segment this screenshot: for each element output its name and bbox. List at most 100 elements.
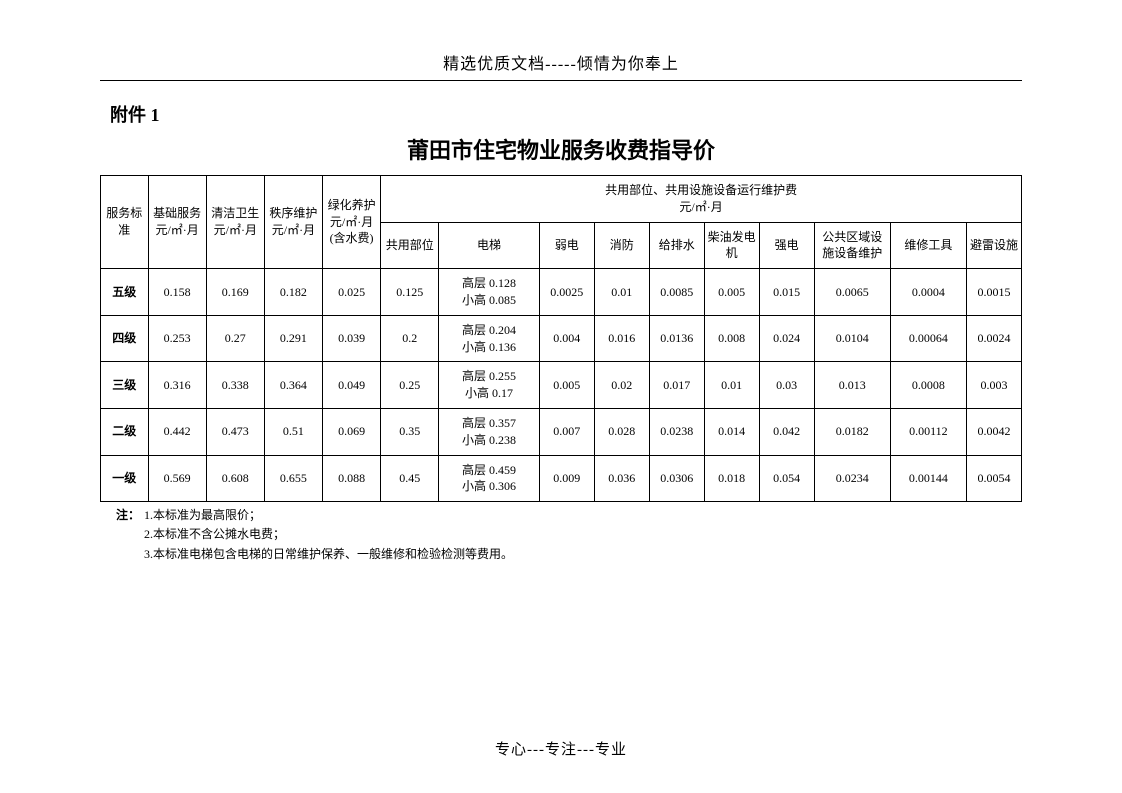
cell: 0.0015 <box>966 269 1021 316</box>
cell: 0.02 <box>594 362 649 409</box>
cell: 高层 0.204小高 0.136 <box>439 315 539 362</box>
col-weak-elec: 弱电 <box>539 222 594 269</box>
cell: 0.0008 <box>890 362 966 409</box>
pricing-table: 服务标准 基础服务元/㎡·月 清洁卫生元/㎡·月 秩序维护元/㎡·月 绿化养护元… <box>100 175 1022 502</box>
cell: 0.338 <box>206 362 264 409</box>
cell: 0.018 <box>704 455 759 502</box>
cell: 0.253 <box>148 315 206 362</box>
col-elevator: 电梯 <box>439 222 539 269</box>
cell: 0.442 <box>148 408 206 455</box>
cell: 0.003 <box>966 362 1021 409</box>
col-greening: 绿化养护元/㎡·月(含水费) <box>323 176 381 269</box>
cell: 0.0085 <box>649 269 704 316</box>
col-order-maint: 秩序维护元/㎡·月 <box>264 176 322 269</box>
cell: 0.0306 <box>649 455 704 502</box>
cell: 0.182 <box>264 269 322 316</box>
cell: 0.01 <box>594 269 649 316</box>
cell: 0.069 <box>323 408 381 455</box>
cell: 0.042 <box>759 408 814 455</box>
cell: 0.028 <box>594 408 649 455</box>
row-level: 四级 <box>101 315 149 362</box>
cell: 0.0054 <box>966 455 1021 502</box>
notes-block: 注：1.本标准为最高限价； 2.本标准不含公摊水电费； 3.本标准电梯包含电梯的… <box>100 506 1022 564</box>
row-level: 五级 <box>101 269 149 316</box>
table-row: 三级0.3160.3380.3640.0490.25高层 0.255小高 0.1… <box>101 362 1022 409</box>
cell: 0.158 <box>148 269 206 316</box>
cell: 0.024 <box>759 315 814 362</box>
notes-label: 注： <box>116 506 144 525</box>
page-header: 精选优质文档-----倾情为你奉上 <box>100 50 1022 81</box>
cell: 0.014 <box>704 408 759 455</box>
col-base-service: 基础服务元/㎡·月 <box>148 176 206 269</box>
cell: 0.039 <box>323 315 381 362</box>
cell: 0.0238 <box>649 408 704 455</box>
cell: 0.125 <box>381 269 439 316</box>
header-row-1: 服务标准 基础服务元/㎡·月 清洁卫生元/㎡·月 秩序维护元/㎡·月 绿化养护元… <box>101 176 1022 223</box>
note-3: 3.本标准电梯包含电梯的日常维护保养、一般维修和检验检测等费用。 <box>144 547 513 561</box>
cell: 0.01 <box>704 362 759 409</box>
cell: 0.169 <box>206 269 264 316</box>
cell: 0.008 <box>704 315 759 362</box>
cell: 0.00064 <box>890 315 966 362</box>
cell: 0.054 <box>759 455 814 502</box>
cell: 0.00112 <box>890 408 966 455</box>
col-cleaning: 清洁卫生元/㎡·月 <box>206 176 264 269</box>
note-1: 1.本标准为最高限价； <box>144 508 261 522</box>
cell: 0.35 <box>381 408 439 455</box>
cell: 0.0025 <box>539 269 594 316</box>
col-lightning: 避雷设施 <box>966 222 1021 269</box>
cell: 0.316 <box>148 362 206 409</box>
cell: 0.016 <box>594 315 649 362</box>
cell: 0.608 <box>206 455 264 502</box>
cell: 0.013 <box>814 362 890 409</box>
cell: 0.655 <box>264 455 322 502</box>
cell: 0.0136 <box>649 315 704 362</box>
cell: 0.005 <box>704 269 759 316</box>
cell: 0.291 <box>264 315 322 362</box>
cell: 0.004 <box>539 315 594 362</box>
col-repair-tool: 维修工具 <box>890 222 966 269</box>
col-public-equip: 公共区域设施设备维护 <box>814 222 890 269</box>
row-level: 三级 <box>101 362 149 409</box>
cell: 0.007 <box>539 408 594 455</box>
table-row: 五级0.1580.1690.1820.0250.125高层 0.128小高 0.… <box>101 269 1022 316</box>
cell: 0.0024 <box>966 315 1021 362</box>
cell: 0.036 <box>594 455 649 502</box>
main-title: 莆田市住宅物业服务收费指导价 <box>100 133 1022 165</box>
cell: 0.03 <box>759 362 814 409</box>
cell: 0.473 <box>206 408 264 455</box>
cell: 0.27 <box>206 315 264 362</box>
table-row: 四级0.2530.270.2910.0390.2高层 0.204小高 0.136… <box>101 315 1022 362</box>
cell: 0.51 <box>264 408 322 455</box>
cell: 0.0065 <box>814 269 890 316</box>
table-row: 二级0.4420.4730.510.0690.35高层 0.357小高 0.23… <box>101 408 1022 455</box>
cell: 0.0234 <box>814 455 890 502</box>
cell: 0.569 <box>148 455 206 502</box>
page-footer: 专心---专注---专业 <box>0 738 1122 759</box>
row-level: 二级 <box>101 408 149 455</box>
note-2: 2.本标准不含公摊水电费； <box>144 527 285 541</box>
col-shared-group: 共用部位、共用设施设备运行维护费元/㎡·月 <box>381 176 1022 223</box>
cell: 0.009 <box>539 455 594 502</box>
cell: 0.0182 <box>814 408 890 455</box>
cell: 高层 0.459小高 0.306 <box>439 455 539 502</box>
col-fire: 消防 <box>594 222 649 269</box>
table-row: 一级0.5690.6080.6550.0880.45高层 0.459小高 0.3… <box>101 455 1022 502</box>
cell: 0.005 <box>539 362 594 409</box>
attachment-label: 附件 1 <box>110 101 1022 127</box>
cell: 0.088 <box>323 455 381 502</box>
col-service-std: 服务标准 <box>101 176 149 269</box>
cell: 0.0004 <box>890 269 966 316</box>
cell: 0.2 <box>381 315 439 362</box>
col-water: 给排水 <box>649 222 704 269</box>
cell: 0.017 <box>649 362 704 409</box>
col-shared-area: 共用部位 <box>381 222 439 269</box>
cell: 高层 0.357小高 0.238 <box>439 408 539 455</box>
cell: 0.25 <box>381 362 439 409</box>
cell: 高层 0.255小高 0.17 <box>439 362 539 409</box>
cell: 0.015 <box>759 269 814 316</box>
cell: 0.025 <box>323 269 381 316</box>
cell: 高层 0.128小高 0.085 <box>439 269 539 316</box>
col-diesel: 柴油发电机 <box>704 222 759 269</box>
cell: 0.00144 <box>890 455 966 502</box>
